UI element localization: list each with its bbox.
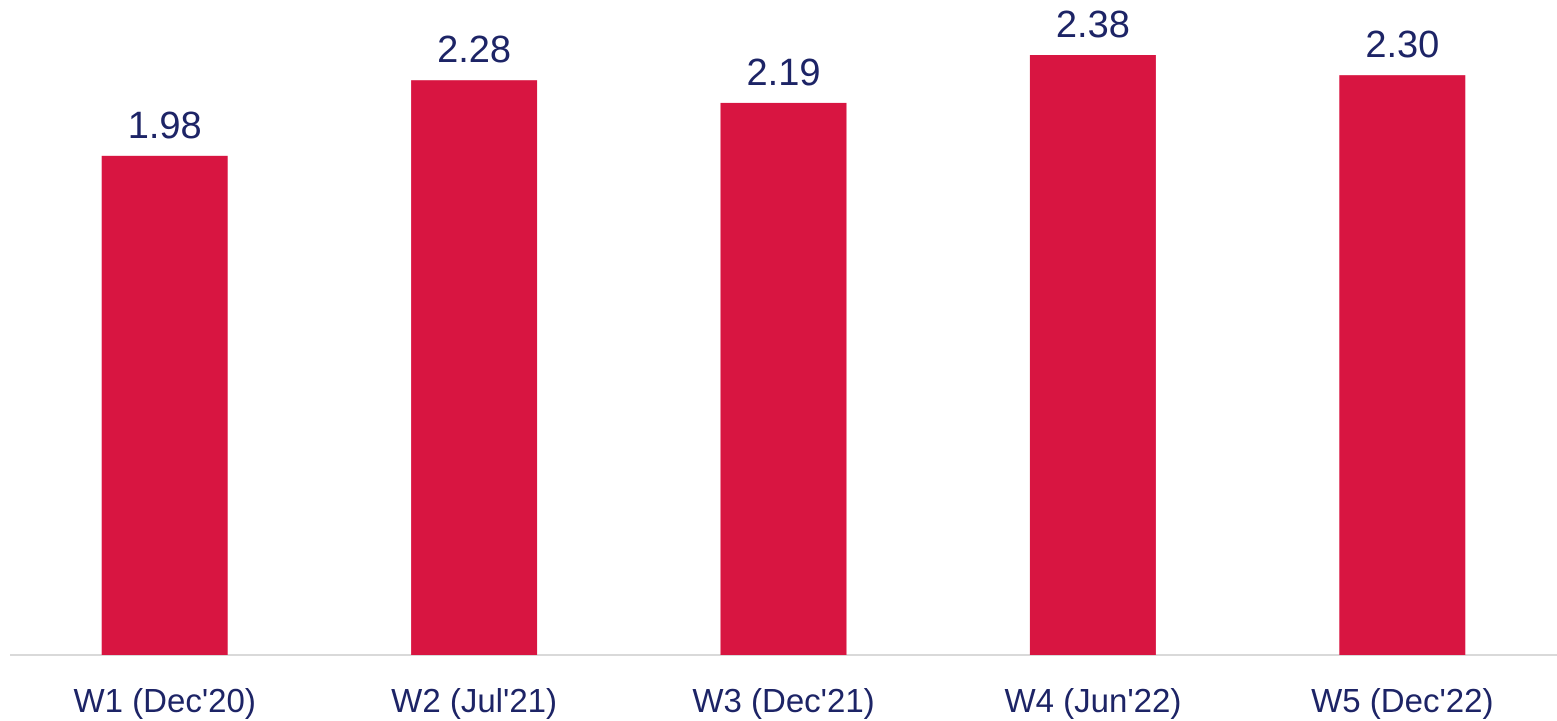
x-tick-label-3: W3 (Dec'21) <box>692 682 874 719</box>
data-label-1: 1.98 <box>128 105 202 147</box>
bar-3 <box>720 102 847 655</box>
x-tick-label-2: W2 (Jul'21) <box>391 682 557 719</box>
bar-5 <box>1339 75 1466 655</box>
bars-group <box>101 55 1466 655</box>
x-tick-labels-group: W1 (Dec'20) W2 (Jul'21) W3 (Dec'21) W4 (Jun… <box>74 682 1494 719</box>
bar-2 <box>411 80 538 655</box>
x-tick-label-1: W1 (Dec'20) <box>74 682 256 719</box>
data-label-5: 2.30 <box>1365 24 1439 66</box>
data-label-4: 2.38 <box>1056 4 1130 46</box>
data-label-2: 2.28 <box>437 29 511 71</box>
data-labels-group: 1.98 2.28 2.19 2.38 2.30 <box>128 4 1440 147</box>
x-tick-label-4: W4 (Jun'22) <box>1004 682 1181 719</box>
x-tick-label-5: W5 (Dec'22) <box>1311 682 1493 719</box>
data-label-3: 2.19 <box>747 52 821 94</box>
bar-1 <box>101 155 228 655</box>
bar-4 <box>1029 55 1156 655</box>
